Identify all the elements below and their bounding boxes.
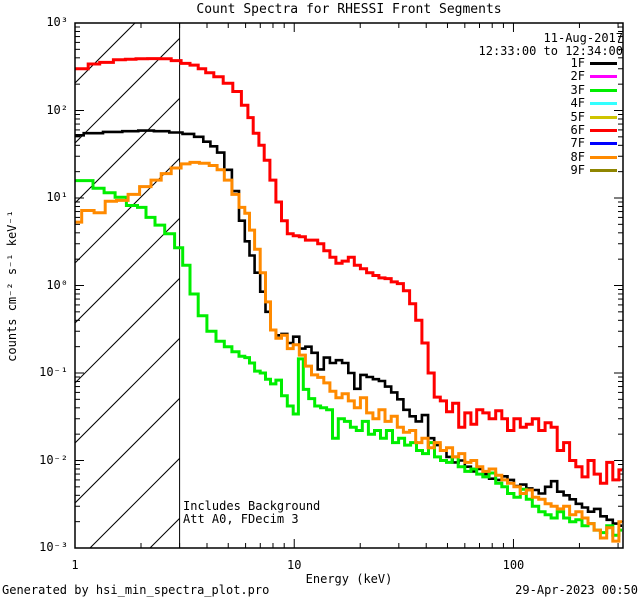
legend-swatch xyxy=(590,169,617,173)
legend-swatch xyxy=(590,102,617,106)
legend-swatch xyxy=(590,62,617,65)
legend-item-3F: 3F xyxy=(0,83,640,103)
footer-timestamp: 29-Apr-2023 00:50 xyxy=(515,583,638,597)
legend-item-9F: 9F xyxy=(0,163,640,183)
y-tick-label: 10⁻¹ xyxy=(39,365,68,379)
legend-item-1F: 1F xyxy=(0,56,640,76)
x-tick-label: 1 xyxy=(71,558,79,572)
x-tick-label: 100 xyxy=(502,558,525,572)
footer-generator: Generated by hsi_min_spectra_plot.pro xyxy=(2,583,270,597)
observation-time-range: 12:33:00 to 12:34:00 xyxy=(478,44,624,58)
legend-item-4F: 4F xyxy=(0,96,640,116)
legend-label: 2F xyxy=(570,69,585,84)
spectrum-curve-8F xyxy=(75,160,623,543)
plot-frame xyxy=(74,22,624,549)
y-tick-label: 10¹ xyxy=(46,190,68,204)
legend-label: 6F xyxy=(570,123,585,137)
legend-swatch xyxy=(590,129,617,132)
legend-item-2F: 2F xyxy=(0,69,640,89)
legend-label: 9F xyxy=(570,163,585,178)
legend-label: 1F xyxy=(570,56,585,70)
legend-label: 7F xyxy=(570,136,585,151)
legend-swatch xyxy=(590,88,617,92)
chart-title: Count Spectra for RHESSI Front Segments xyxy=(196,2,502,17)
legend-swatch xyxy=(590,75,617,79)
hatch-region xyxy=(75,23,180,548)
x-tick-label: 10 xyxy=(286,558,302,572)
legend-swatch xyxy=(590,115,617,119)
annotation-attenuator: Att A0, FDecim 3 xyxy=(183,512,299,526)
legend-item-8F: 8F xyxy=(0,150,640,170)
y-tick-label: 10² xyxy=(46,102,68,117)
spectrum-curve-6F xyxy=(75,57,623,485)
x-axis-label: Energy (keV) xyxy=(305,572,393,586)
legend-item-6F: 6F xyxy=(0,123,640,143)
legend-label: 5F xyxy=(570,109,585,124)
y-tick-label: 10⁰ xyxy=(46,277,68,292)
observation-date: 11-Aug-2017 xyxy=(543,31,623,45)
axis-ticks xyxy=(74,22,623,549)
spectrum-curve-3F xyxy=(75,179,623,537)
spectrum-curve-1F xyxy=(75,129,623,527)
legend-label: 3F xyxy=(570,82,585,97)
annotation-background: Includes Background xyxy=(183,499,321,513)
legend-swatch xyxy=(590,142,617,146)
y-tick-label: 10⁻³ xyxy=(39,540,68,554)
legend-item-7F: 7F xyxy=(0,136,640,156)
y-axis-label: counts cm⁻² s⁻¹ keV⁻¹ xyxy=(5,210,19,362)
legend-label: 8F xyxy=(570,149,585,164)
legend-swatch xyxy=(590,155,617,159)
legend-item-5F: 5F xyxy=(0,110,640,130)
legend-label: 4F xyxy=(570,96,585,111)
y-tick-label: 10⁻² xyxy=(39,452,68,467)
y-tick-label: 10³ xyxy=(46,15,68,29)
